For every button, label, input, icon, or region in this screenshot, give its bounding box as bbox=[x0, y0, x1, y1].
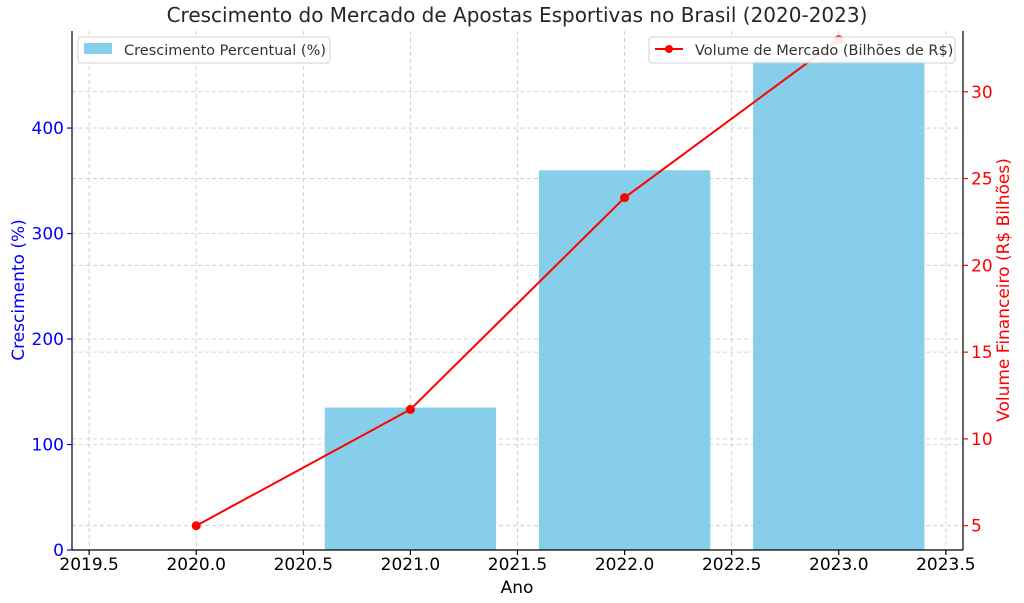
y-right-tick-label: 30 bbox=[971, 83, 993, 103]
right-y-axis-label: Volume Financeiro (R$ Bilhões) bbox=[994, 158, 1014, 422]
volume-point-2022 bbox=[620, 193, 630, 203]
y-left-tick-label: 0 bbox=[53, 541, 64, 561]
left-y-axis-ticks: 0 100 200 300 400 bbox=[32, 119, 72, 561]
x-tick-label: 2021.0 bbox=[381, 555, 440, 575]
bar-series bbox=[324, 59, 925, 550]
y-right-tick-label: 20 bbox=[971, 256, 993, 276]
bar-2021 bbox=[324, 407, 497, 550]
x-axis-ticks: 2019.5 2020.0 2020.5 2021.0 2021.5 2022.0 2022… bbox=[59, 550, 976, 575]
x-tick-label: 2023.5 bbox=[916, 555, 975, 575]
x-tick-label: 2022.0 bbox=[595, 555, 654, 575]
legend-line-label: Volume de Mercado (Bilhões de R$) bbox=[695, 43, 953, 59]
bar-2023 bbox=[753, 59, 925, 550]
legend-line-marker bbox=[665, 45, 673, 53]
volume-point-2020 bbox=[191, 521, 201, 531]
bar-2022 bbox=[538, 170, 711, 550]
x-axis-label: Ano bbox=[501, 578, 534, 598]
legend-bars-label: Crescimento Percentual (%) bbox=[124, 43, 326, 59]
y-left-tick-label: 200 bbox=[32, 330, 64, 350]
y-right-tick-label: 25 bbox=[971, 170, 993, 190]
chart-title: Crescimento do Mercado de Apostas Esport… bbox=[167, 3, 868, 27]
y-right-tick-label: 10 bbox=[971, 430, 993, 450]
x-tick-label: 2022.5 bbox=[702, 555, 761, 575]
left-y-axis-label: Crescimento (%) bbox=[9, 219, 29, 361]
y-right-tick-label: 5 bbox=[971, 517, 982, 537]
x-tick-label: 2021.5 bbox=[488, 555, 547, 575]
x-tick-label: 2019.5 bbox=[59, 555, 118, 575]
y-left-tick-label: 300 bbox=[32, 225, 64, 245]
legend-line: Volume de Mercado (Bilhões de R$) bbox=[648, 36, 956, 64]
y-left-tick-label: 100 bbox=[32, 436, 64, 456]
legend-bars-swatch bbox=[84, 43, 112, 54]
volume-line bbox=[195, 38, 840, 527]
x-tick-label: 2023.0 bbox=[809, 555, 868, 575]
legend-bars: Crescimento Percentual (%) bbox=[77, 36, 331, 64]
x-tick-label: 2020.5 bbox=[274, 555, 333, 575]
right-y-axis-ticks: 5 10 15 20 25 30 bbox=[963, 83, 993, 537]
volume-point-2021 bbox=[405, 404, 415, 414]
y-left-tick-label: 400 bbox=[32, 119, 64, 139]
y-right-tick-label: 15 bbox=[971, 343, 993, 363]
x-tick-label: 2020.0 bbox=[166, 555, 225, 575]
